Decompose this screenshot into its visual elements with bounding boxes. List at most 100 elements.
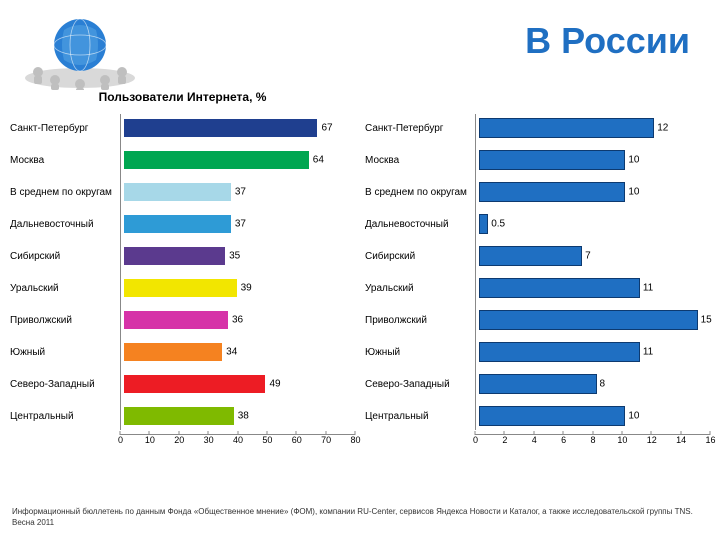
globe-conference-icon	[20, 10, 140, 90]
right-chart-title	[365, 90, 710, 106]
bar: 12	[479, 118, 654, 138]
axis-tick: 14	[680, 431, 681, 435]
chart-row: Северо-Западный49	[10, 370, 355, 398]
bar-value: 10	[628, 411, 639, 422]
category-label: Приволжский	[10, 315, 124, 326]
bar: 67	[124, 119, 317, 137]
bar: 10	[479, 406, 625, 426]
bar: 10	[479, 182, 625, 202]
left-chart: Пользователи Интернета, % Санкт-Петербур…	[10, 90, 355, 455]
chart-row: Санкт-Петербург12	[365, 114, 710, 142]
axis-tick: 16	[710, 431, 711, 435]
bar-value: 8	[600, 379, 606, 390]
bar: 64	[124, 151, 309, 169]
axis-tick: 20	[178, 431, 179, 435]
bar: 35	[124, 247, 225, 265]
category-label: Северо-Западный	[10, 379, 124, 390]
chart-row: В среднем по округам10	[365, 178, 710, 206]
category-label: Центральный	[10, 411, 124, 422]
chart-row: Дальневосточный37	[10, 210, 355, 238]
axis-tick: 70	[325, 431, 326, 435]
chart-row: Дальневосточный0.5	[365, 210, 710, 238]
bar-value: 39	[241, 283, 252, 294]
axis-tick: 8	[592, 431, 593, 435]
category-label: Уральский	[365, 283, 479, 294]
chart-row: Центральный38	[10, 402, 355, 430]
left-chart-x-axis: 01020304050607080	[120, 434, 355, 455]
axis-tick: 30	[208, 431, 209, 435]
bar: 37	[124, 215, 231, 233]
bar: 0.5	[479, 214, 488, 234]
bar-value: 11	[643, 347, 653, 358]
footnote-text: Информационный бюллетень по данным Фонда…	[12, 507, 708, 528]
chart-row: Южный34	[10, 338, 355, 366]
category-label: Уральский	[10, 283, 124, 294]
bar: 7	[479, 246, 582, 266]
bar-value: 37	[235, 187, 246, 198]
axis-tick: 40	[237, 431, 238, 435]
bar: 39	[124, 279, 237, 297]
chart-row: Москва10	[365, 146, 710, 174]
axis-tick: 6	[563, 431, 564, 435]
category-label: Северо-Западный	[365, 379, 479, 390]
right-chart: Санкт-Петербург12Москва10В среднем по ок…	[365, 90, 710, 455]
bar: 34	[124, 343, 222, 361]
bar-value: 10	[628, 155, 639, 166]
chart-row: Приволжский36	[10, 306, 355, 334]
bar: 10	[479, 150, 625, 170]
chart-row: В среднем по округам37	[10, 178, 355, 206]
bar: 11	[479, 278, 640, 298]
axis-tick: 4	[533, 431, 534, 435]
bar-value: 0.5	[491, 219, 505, 230]
left-chart-title: Пользователи Интернета, %	[10, 90, 355, 106]
axis-tick: 80	[355, 431, 356, 435]
axis-tick: 10	[149, 431, 150, 435]
category-label: Москва	[365, 155, 479, 166]
bar-value: 11	[643, 283, 653, 294]
axis-tick: 0	[475, 431, 476, 435]
category-label: Санкт-Петербург	[365, 123, 479, 134]
chart-row: Северо-Западный8	[365, 370, 710, 398]
bar-value: 49	[269, 379, 280, 390]
category-label: Дальневосточный	[10, 219, 124, 230]
bar-value: 38	[238, 411, 249, 422]
bar-value: 37	[235, 219, 246, 230]
chart-row: Москва64	[10, 146, 355, 174]
category-label: Москва	[10, 155, 124, 166]
category-label: В среднем по округам	[10, 187, 124, 198]
charts-container: Пользователи Интернета, % Санкт-Петербур…	[10, 90, 710, 455]
chart-row: Центральный10	[365, 402, 710, 430]
axis-tick: 2	[504, 431, 505, 435]
bar-value: 36	[232, 315, 243, 326]
bar: 36	[124, 311, 228, 329]
category-label: Дальневосточный	[365, 219, 479, 230]
chart-row: Приволжский15	[365, 306, 710, 334]
bar-value: 15	[701, 315, 712, 326]
axis-tick: 10	[621, 431, 622, 435]
bar: 38	[124, 407, 234, 425]
axis-tick: 12	[651, 431, 652, 435]
category-label: Сибирский	[10, 251, 124, 262]
page-title: В России	[525, 20, 690, 62]
bar-value: 34	[226, 347, 237, 358]
bar: 15	[479, 310, 698, 330]
right-chart-x-axis: 0 2 4 6 8 10 12 14 16	[475, 434, 710, 455]
chart-row: Уральский39	[10, 274, 355, 302]
category-label: Сибирский	[365, 251, 479, 262]
chart-row: Южный 11	[365, 338, 710, 366]
category-label: В среднем по округам	[365, 187, 479, 198]
bar-value: 12	[657, 123, 668, 134]
category-label: Южный	[365, 347, 479, 358]
category-label: Приволжский	[365, 315, 479, 326]
bar-value: 67	[321, 123, 332, 134]
bar-value: 64	[313, 155, 324, 166]
bar: 49	[124, 375, 265, 393]
chart-row: Сибирский35	[10, 242, 355, 270]
bar-value: 35	[229, 251, 240, 262]
chart-row: Санкт-Петербург67	[10, 114, 355, 142]
axis-tick: 60	[296, 431, 297, 435]
axis-tick: 0	[120, 431, 121, 435]
bar: 8	[479, 374, 597, 394]
bar-value: 7	[585, 251, 591, 262]
bar: 37	[124, 183, 231, 201]
